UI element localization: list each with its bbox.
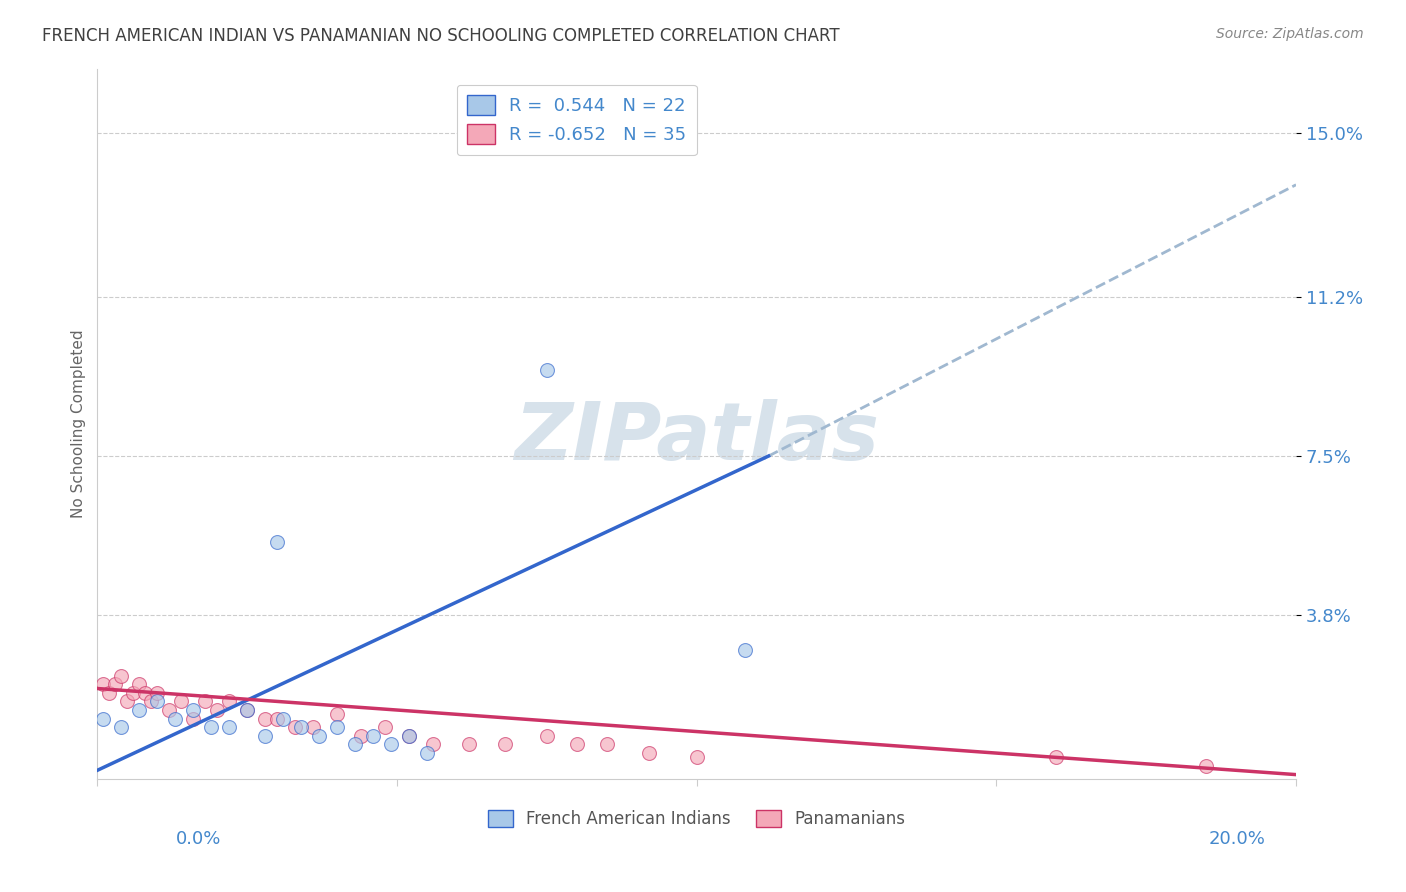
Point	[254, 712, 277, 726]
Point	[200, 720, 222, 734]
Point	[254, 729, 277, 743]
Point	[290, 720, 312, 734]
Point	[146, 686, 169, 700]
Point	[146, 694, 169, 708]
Point	[374, 720, 396, 734]
Point	[165, 712, 187, 726]
Point	[141, 694, 163, 708]
Point	[380, 738, 402, 752]
Point	[686, 750, 709, 764]
Point	[398, 729, 420, 743]
Point	[110, 720, 132, 734]
Point	[218, 694, 240, 708]
Point	[170, 694, 193, 708]
Point	[416, 746, 439, 760]
Point	[117, 694, 139, 708]
Point	[1045, 750, 1067, 764]
Point	[565, 738, 588, 752]
Point	[93, 677, 115, 691]
Point	[734, 642, 756, 657]
Point	[302, 720, 325, 734]
Point	[350, 729, 373, 743]
Point	[110, 668, 132, 682]
Point	[536, 729, 558, 743]
Point	[361, 729, 384, 743]
Point	[205, 703, 228, 717]
Text: FRENCH AMERICAN INDIAN VS PANAMANIAN NO SCHOOLING COMPLETED CORRELATION CHART: FRENCH AMERICAN INDIAN VS PANAMANIAN NO …	[42, 27, 839, 45]
Point	[398, 729, 420, 743]
Point	[134, 686, 156, 700]
Point	[266, 712, 288, 726]
Point	[536, 363, 558, 377]
Point	[326, 707, 349, 722]
Point	[128, 677, 150, 691]
Text: 20.0%: 20.0%	[1209, 830, 1265, 847]
Legend: French American Indians, Panamanians: French American Indians, Panamanians	[481, 803, 912, 835]
Point	[98, 686, 121, 700]
Point	[157, 703, 180, 717]
Point	[308, 729, 330, 743]
Y-axis label: No Schooling Completed: No Schooling Completed	[72, 329, 86, 518]
Point	[93, 712, 115, 726]
Point	[181, 703, 204, 717]
Point	[596, 738, 619, 752]
Point	[236, 703, 259, 717]
Text: 0.0%: 0.0%	[176, 830, 221, 847]
Point	[218, 720, 240, 734]
Point	[122, 686, 145, 700]
Point	[271, 712, 294, 726]
Point	[181, 712, 204, 726]
Point	[194, 694, 217, 708]
Text: ZIPatlas: ZIPatlas	[515, 399, 879, 477]
Point	[458, 738, 481, 752]
Point	[326, 720, 349, 734]
Point	[637, 746, 659, 760]
Point	[104, 677, 127, 691]
Point	[236, 703, 259, 717]
Point	[422, 738, 444, 752]
Text: Source: ZipAtlas.com: Source: ZipAtlas.com	[1216, 27, 1364, 41]
Point	[344, 738, 367, 752]
Point	[266, 535, 288, 549]
Point	[494, 738, 516, 752]
Point	[1195, 759, 1218, 773]
Point	[284, 720, 307, 734]
Point	[128, 703, 150, 717]
